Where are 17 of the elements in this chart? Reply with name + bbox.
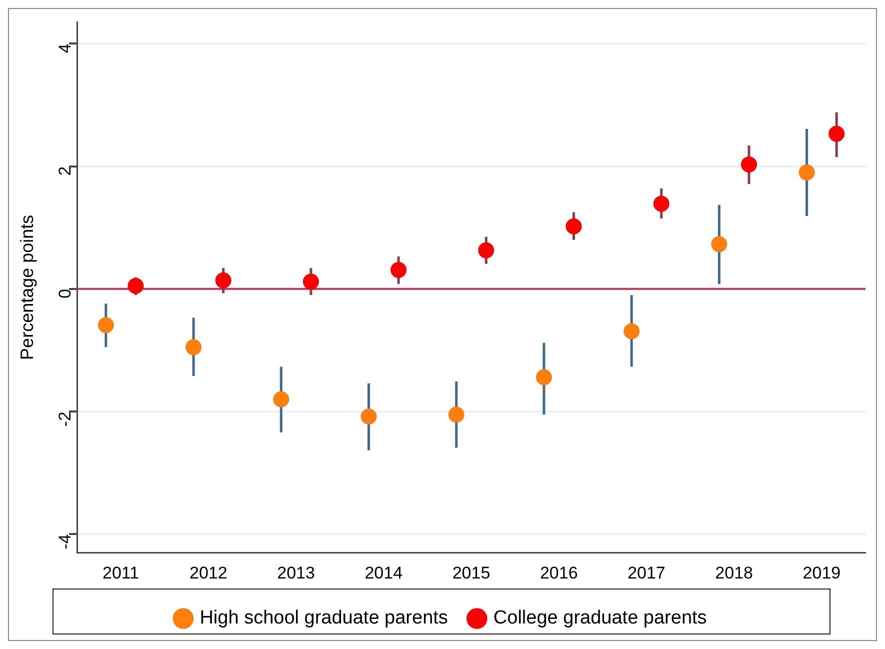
y-tick-label: 4	[56, 44, 75, 54]
y-tick-label: -4	[56, 534, 75, 550]
y-tick-label: 2	[56, 166, 75, 176]
x-tick-label: 2012	[190, 563, 228, 582]
y-axis-title: Percentage points	[16, 214, 37, 360]
x-tick-label: 2018	[715, 563, 753, 582]
y-tick-label: -2	[56, 412, 75, 427]
x-tick-label: 2014	[364, 563, 403, 582]
x-tick-label: 2013	[277, 563, 315, 582]
x-tick-label: 2011	[102, 563, 140, 582]
y-tick-label: 0	[56, 288, 75, 298]
legend-label: College graduate parents	[493, 608, 707, 629]
legend-label: High school graduate parents	[200, 608, 448, 629]
x-tick-label: 2015	[452, 563, 490, 582]
x-tick-label: 2019	[802, 563, 841, 582]
x-tick-label: 2017	[628, 563, 666, 582]
x-tick-label: 2016	[540, 563, 578, 582]
